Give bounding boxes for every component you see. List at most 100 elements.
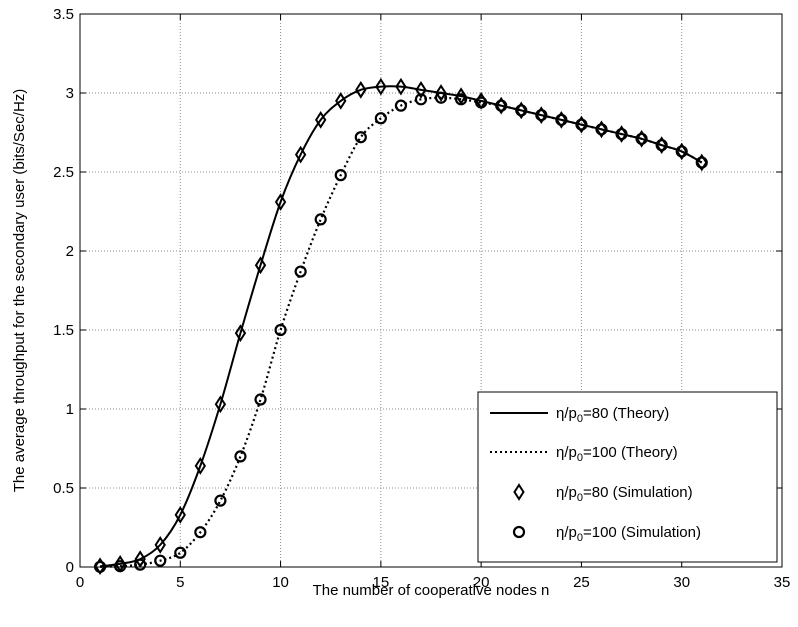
y-tick-label: 0.5 [53,480,74,497]
data-point-2 [495,96,507,115]
data-point-2 [435,84,447,102]
data-point-2 [455,87,467,106]
legend-label-suffix: =80 (Theory) [583,405,669,422]
legend-label-suffix: =80 (Simulation) [583,484,693,501]
legend-label-prefix: η/p [556,444,577,461]
legend-label-prefix: η/p [556,524,577,541]
data-point-3 [174,546,187,559]
legend-label-sub: 0 [577,532,583,544]
data-point-3 [194,526,207,539]
data-point-3 [214,494,227,507]
y-axis-label: The average throughput for the secondary… [11,89,28,493]
data-point-2 [575,115,588,134]
y-tick-label: 3.5 [53,6,74,23]
legend-label-sub: 0 [577,452,583,464]
data-point-2 [134,550,146,568]
data-point-3 [515,104,528,117]
series-line-1 [100,96,703,568]
data-point-2 [335,92,347,110]
data-point-2 [174,506,186,524]
data-point-3 [555,113,568,126]
legend-label-suffix: =100 (Theory) [583,444,678,461]
y-tick-label: 0 [66,559,74,576]
y-tick-label: 3 [66,85,74,102]
data-point-2 [375,77,387,96]
legend-entry-0: η/p0=80 (Theory) [556,405,669,425]
legend-entry-2: η/p0=80 (Simulation) [556,484,693,504]
data-point-2 [314,111,327,129]
data-point-3 [234,450,247,463]
data-point-2 [274,193,287,211]
data-point-3 [394,99,408,112]
data-point-3 [294,265,307,278]
data-point-2 [696,153,708,172]
x-tick-label: 5 [176,574,184,591]
data-point-2 [595,120,608,139]
data-point-2 [415,80,427,99]
data-point-3 [595,123,608,136]
data-point-2 [395,77,407,96]
legend-label-prefix: η/p [556,405,577,422]
data-point-3 [655,139,668,152]
legend-entry-3: η/p0=100 (Simulation) [556,524,701,544]
x-tick-label: 20 [473,574,490,591]
data-point-2 [194,457,207,475]
x-tick-label: 35 [774,574,791,591]
legend-entry-1: η/p0=100 (Theory) [556,444,678,464]
data-point-2 [254,256,267,275]
data-point-2 [676,142,688,161]
data-point-3 [134,558,147,571]
legend-marker-3 [512,525,526,539]
data-point-2 [555,111,568,129]
data-point-3 [615,127,628,141]
data-point-2 [234,324,247,343]
data-point-3 [374,112,387,125]
y-tick-label: 2.5 [53,164,74,181]
data-point-2 [535,106,548,124]
legend: η/p0=80 (Theory)η/p0=100 (Theory)η/p0=80… [477,391,778,563]
x-tick-label: 0 [76,574,84,591]
data-point-3 [535,109,548,122]
y-tick-label: 2 [66,243,74,260]
data-point-3 [635,132,648,145]
data-point-3 [414,93,428,106]
legend-label-suffix: =100 (Simulation) [583,524,701,541]
x-tick-label: 15 [373,574,390,591]
y-tick-label: 1 [66,401,74,418]
data-point-3 [434,91,448,104]
data-point-2 [615,125,628,143]
data-point-2 [214,395,227,414]
legend-label-sub: 0 [577,492,583,504]
data-point-3 [575,118,588,131]
data-point-3 [695,156,708,169]
x-tick-label: 30 [673,574,690,591]
tick-group: 0 5 10 15 20 25 30 35 0 0.5 1 1.5 2 2.5 3 3.5 [53,6,790,591]
data-point-3 [495,99,508,112]
x-tick-label: 25 [573,574,590,591]
legend-label-sub: 0 [577,413,583,425]
legend-box [477,391,778,563]
data-point-3 [154,554,167,567]
legend-marker-2 [513,483,525,501]
data-point-3 [274,323,287,337]
data-point-2 [635,129,648,148]
data-point-3 [454,93,468,106]
plot-frame [79,13,783,568]
data-point-3 [675,145,688,158]
y-tick-label: 1.5 [53,322,74,339]
data-point-3 [314,213,327,226]
data-point-3 [334,169,347,182]
legend-label-prefix: η/p [556,484,577,501]
data-point-3 [114,560,127,573]
data-point-2 [355,80,367,99]
data-point-3 [354,131,367,144]
x-axis-label: The number of cooperative nodes n [313,582,550,599]
data-point-3 [254,393,267,406]
data-point-3 [475,96,488,109]
data-point-2 [154,536,166,554]
x-tick-label: 10 [272,574,289,591]
data-point-2 [294,145,307,164]
data-point-2 [655,136,668,154]
grid-lines [80,14,782,567]
